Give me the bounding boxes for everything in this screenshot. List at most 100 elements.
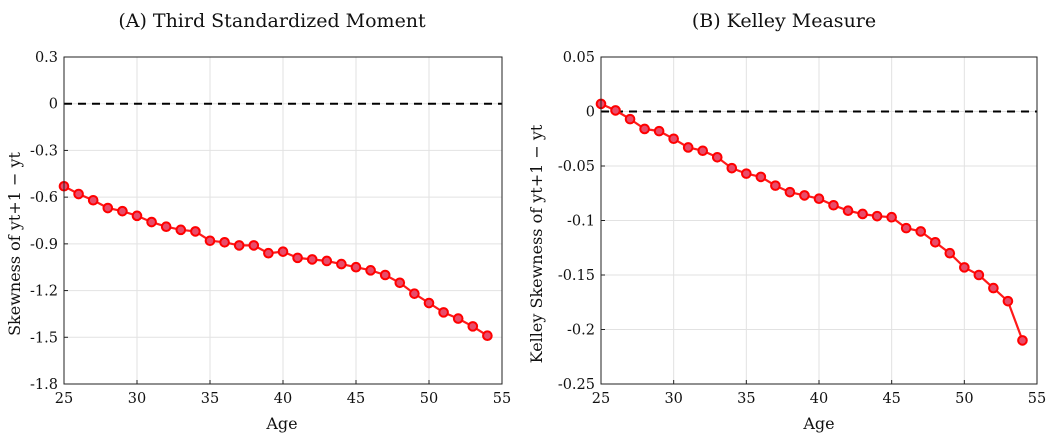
- data-point: [828, 199, 839, 211]
- x-axis-label: Age: [802, 414, 834, 433]
- data-point: [263, 247, 274, 259]
- data-point: [467, 321, 479, 332]
- data-point: [784, 186, 796, 198]
- x-tick-label: 25: [55, 391, 73, 407]
- grid: [63, 56, 503, 385]
- data-point: [770, 180, 781, 191]
- data-point: [988, 282, 999, 294]
- y-tick-label: 0.05: [563, 50, 595, 66]
- y-tick-labels: 0.05 0 -0.05 -0.1 -0.15 -0.2 -0.25: [558, 50, 595, 393]
- x-tick-label: 55: [493, 391, 511, 407]
- data-point: [277, 246, 289, 257]
- data-point: [959, 262, 970, 273]
- data-point: [1017, 335, 1028, 346]
- x-tick-label: 25: [592, 391, 610, 407]
- data-point: [915, 226, 927, 237]
- data-point: [653, 125, 665, 137]
- data-point: [336, 258, 347, 270]
- data-point: [394, 277, 406, 289]
- data-point: [624, 113, 636, 125]
- data-point: [146, 216, 157, 228]
- data-point: [160, 221, 172, 233]
- x-tick-label: 50: [420, 391, 438, 407]
- x-tick-label: 35: [737, 391, 755, 407]
- data-point: [711, 151, 723, 163]
- y-tick-label: -1.5: [30, 330, 58, 346]
- data-point: [639, 123, 650, 135]
- data-point: [741, 168, 752, 179]
- data-point: [799, 190, 810, 201]
- data-point: [350, 261, 362, 273]
- x-tick-labels: 25 30 35 40 45 50 55: [55, 391, 511, 407]
- x-tick-label: 50: [955, 391, 973, 407]
- data-point: [944, 247, 956, 259]
- y-tick-label: -1.8: [30, 377, 58, 393]
- data-point: [204, 235, 216, 247]
- x-axis-label: Age: [265, 414, 297, 433]
- plot-frame: [600, 56, 1038, 385]
- y-tick-label: -0.15: [558, 268, 595, 284]
- data-point: [452, 313, 464, 324]
- data-point: [697, 145, 709, 157]
- chart-title: (B) Kelley Measure: [692, 10, 876, 32]
- data-point: [365, 265, 376, 276]
- x-tick-label: 40: [810, 391, 828, 407]
- data-point: [292, 252, 303, 264]
- data-point: [610, 105, 621, 116]
- data-point: [131, 210, 143, 222]
- x-tick-label: 30: [128, 391, 146, 407]
- x-tick-label: 40: [274, 391, 292, 407]
- data-point: [857, 208, 868, 220]
- y-tick-label: 0.3: [35, 50, 58, 66]
- series-line: [63, 185, 488, 337]
- y-tick-label: -1.2: [30, 284, 58, 300]
- data-point: [233, 240, 245, 251]
- y-tick-label: -0.9: [30, 237, 58, 253]
- y-tick-label: -0.6: [30, 190, 58, 206]
- x-tick-label: 45: [347, 391, 365, 407]
- y-tick-label: -0.1: [567, 214, 595, 230]
- data-point: [929, 237, 941, 248]
- y-axis-label: Skewness of yt+1 − yt: [5, 152, 24, 336]
- y-axis-label: Kelley Skewness of yt+1 − yt: [527, 124, 546, 363]
- data-point: [813, 193, 825, 204]
- data-point: [175, 224, 187, 236]
- data-point: [871, 210, 883, 222]
- data-point: [900, 222, 912, 234]
- panel-a: (A) Third Standardized Moment 25 30 35 40 45…: [5, 10, 511, 433]
- data-point: [379, 269, 391, 281]
- series-line: [600, 102, 1024, 341]
- data-point: [87, 194, 99, 206]
- y-tick-label: -0.2: [567, 323, 595, 339]
- data-point: [482, 330, 493, 342]
- grid: [600, 56, 1038, 385]
- y-tick-label: -0.3: [30, 143, 58, 159]
- data-point: [1002, 295, 1014, 307]
- data-point: [306, 254, 318, 265]
- y-tick-label: -0.05: [558, 159, 595, 175]
- data-point: [842, 205, 854, 216]
- data-point: [321, 255, 333, 267]
- data-point: [755, 171, 767, 183]
- panel-b: (B) Kelley Measure 25 30 35 40 45 50 55 0.05 0 -…: [527, 10, 1046, 433]
- x-tick-label: 45: [882, 391, 900, 407]
- y-tick-label: -0.25: [558, 377, 595, 393]
- data-point: [409, 288, 420, 299]
- chart-title: (A) Third Standardized Moment: [118, 10, 426, 32]
- data-point: [190, 226, 201, 237]
- x-tick-labels: 25 30 35 40 45 50 55: [592, 391, 1046, 407]
- x-tick-label: 30: [664, 391, 682, 407]
- data-point: [668, 133, 679, 145]
- x-tick-label: 55: [1028, 391, 1046, 407]
- data-point: [117, 205, 128, 217]
- plot-frame: [63, 56, 503, 385]
- y-tick-label: 0: [586, 105, 595, 121]
- data-point: [886, 211, 897, 223]
- data-point: [438, 307, 449, 318]
- x-tick-label: 35: [201, 391, 219, 407]
- series: [595, 98, 1028, 346]
- data-point: [102, 202, 114, 214]
- y-tick-labels: 0.3 0 -0.3 -0.6 -0.9 -1.2 -1.5 -1.8: [30, 50, 58, 393]
- y-tick-label: 0: [49, 97, 58, 113]
